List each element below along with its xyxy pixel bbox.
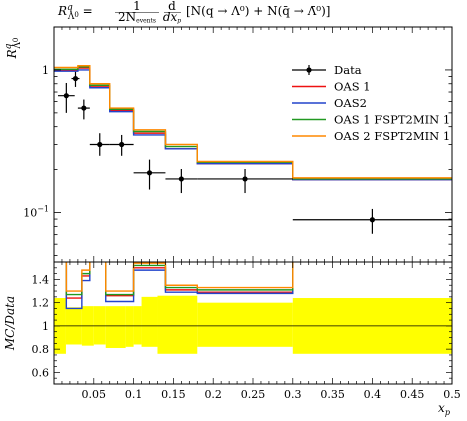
mc-histogram-4 <box>54 65 452 179</box>
data-marker <box>63 93 69 99</box>
legend-label: OAS 1 <box>334 80 371 94</box>
ratio-y-tick-label-5: 1.4 <box>32 273 50 286</box>
uncertainty-band-bin-10 <box>197 302 293 347</box>
title-subsup: 0 <box>74 11 78 19</box>
axis-labels: RqΛ0 MC/Data xp <box>3 38 450 417</box>
title-frac-den: 2Nevents <box>118 10 156 25</box>
y-tick-label-main: 1 <box>42 64 49 77</box>
legend-label: OAS2 <box>334 96 367 110</box>
title-frac-den-main: 2N <box>118 10 136 24</box>
y-axis-label-main: R <box>5 49 19 59</box>
data-point-6 <box>133 159 166 190</box>
legend-label-data: Data <box>334 63 362 77</box>
y-tick-label-exp: −1 <box>37 205 49 214</box>
title-frac-den-sub: events <box>136 18 156 25</box>
ratio-y-ticks: 0.6 0.8 1 1.2 1.4 <box>32 261 452 385</box>
x-tick-label-6: 0.3 <box>284 388 302 401</box>
data-marker <box>119 141 125 148</box>
y-tick-label-1: 1 <box>42 64 49 77</box>
title-lhs: R <box>57 4 67 18</box>
ratio-y-tick-label-2: 0.8 <box>32 343 50 356</box>
title-d-num: d <box>168 0 176 13</box>
legend-label: OAS 1 FSPT2MIN 1 <box>334 113 450 127</box>
x-tick-label-4: 0.2 <box>204 388 222 401</box>
title-d-den: dxp <box>163 10 181 25</box>
ratio-line-2 <box>65 262 294 310</box>
title-frac-num: 1 <box>133 0 141 13</box>
x-tick-label-8: 0.4 <box>364 388 382 401</box>
y-tick-label-2: 10−1 <box>23 205 49 220</box>
ratio-x-ticks: 0.05 0.1 0.15 0.2 0.25 0.3 0.35 0.4 0.45 0.5 <box>53 262 461 401</box>
y-axis-label-subsup: 0 <box>12 38 20 42</box>
y-axis-label-sub: Λ <box>13 42 23 50</box>
ratio-line-1 <box>65 262 294 299</box>
x-tick-label-9: 0.45 <box>400 388 425 401</box>
data-point-9 <box>292 208 452 234</box>
ratio-y-tick-label-1: 0.6 <box>32 366 50 379</box>
x-tick-label-10: 0.5 <box>443 388 461 401</box>
legend-entry-3: OAS 1 FSPT2MIN 1 <box>292 113 450 127</box>
x-tick-label-5: 0.25 <box>241 388 266 401</box>
uncertainty-band-bin-7 <box>133 306 142 345</box>
ratio-y-tick-label-4: 1.2 <box>32 297 50 310</box>
uncertainty-band-bin-9 <box>157 295 198 354</box>
ratio-line-4 <box>65 262 294 292</box>
legend-entry-data: Data <box>292 63 362 77</box>
title-eq: = <box>79 4 93 18</box>
legend-data-marker <box>306 67 312 73</box>
y-axis-label: RqΛ0 <box>4 38 23 60</box>
data-point-7 <box>165 168 198 194</box>
legend-entry-4: OAS 2 FSPT2MIN 1 <box>292 129 450 143</box>
x-tick-label-3: 0.15 <box>161 388 186 401</box>
x-tick-label-2: 0.1 <box>125 388 143 401</box>
data-point-2 <box>71 71 80 87</box>
data-marker <box>81 105 87 111</box>
title-sup: q <box>67 3 73 13</box>
data-marker <box>242 176 248 182</box>
title-sub: Λ <box>67 12 75 22</box>
x-axis-label-sub: p <box>445 408 450 417</box>
title-bracket: [N(q → Λ⁰) + N(q̄ → Λ̄⁰)] <box>186 4 330 18</box>
chart-title-text: Rq Λ0 = <box>57 3 93 22</box>
title-d-den-main: dx <box>163 10 178 24</box>
ratio-plot-panel: 0.60.811.21.40.05 0.1 0.15 0.2 0.25 0.3 0.35 0.… <box>32 261 461 401</box>
ratio-y-axis-label: MC/Data <box>3 296 17 351</box>
legend-entry-2: OAS2 <box>292 96 367 110</box>
data-point-8 <box>197 168 293 194</box>
legend-label: OAS 2 FSPT2MIN 1 <box>334 129 450 143</box>
uncertainty-band-bin-5 <box>105 306 126 348</box>
data-marker <box>369 217 375 223</box>
x-tick-label-1: 0.05 <box>82 388 107 401</box>
uncertainty-band-bin-8 <box>141 296 158 347</box>
data-marker <box>178 176 184 182</box>
uncertainty-band-bin-6 <box>125 306 134 347</box>
x-axis-label: xp <box>438 401 450 417</box>
y-axis-log-ticks: 1 10−1 <box>23 26 452 256</box>
data-marker <box>146 170 153 176</box>
data-point-5 <box>109 134 134 156</box>
uncertainty-band-bin-4 <box>93 306 106 345</box>
main-plot-panel: 1 10−1 <box>23 26 453 263</box>
chart-legend: Data OAS 1 OAS2 OAS 1 FSPT2MIN 1 OAS 2 FSPT2… <box>292 63 450 143</box>
ratio-y-tick-label-3: 1 <box>42 320 49 333</box>
main-plot-area <box>54 65 452 234</box>
data-marker <box>72 75 79 82</box>
y-axis-label-sup: q <box>4 43 14 49</box>
data-point-1 <box>57 82 75 113</box>
x-tick-label-7: 0.35 <box>320 388 345 401</box>
data-point-3 <box>77 99 90 120</box>
y-tick-label-main: 10 <box>23 207 37 220</box>
legend-entry-1: OAS 1 <box>292 80 371 94</box>
data-marker <box>97 141 103 148</box>
ratio-line-3 <box>65 262 294 296</box>
data-point-4 <box>89 133 110 156</box>
x-axis-label-main: x <box>438 401 445 415</box>
title-d-den-sub: p <box>177 18 181 25</box>
